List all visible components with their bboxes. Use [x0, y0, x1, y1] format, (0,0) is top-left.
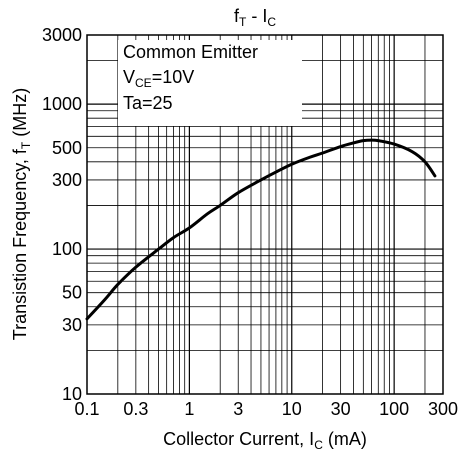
x-axis-title: Collector Current, IC (mA): [163, 429, 367, 452]
y-tick-label: 10: [62, 384, 82, 404]
y-tick-labels: 10 30 50 100 300 500 1000 3000: [42, 25, 82, 404]
x-tick-label: 1: [184, 399, 194, 419]
annotation-line-2-rest: =10V: [152, 67, 195, 87]
annotation-line-2-main: V: [123, 67, 135, 87]
annotation-line-2: VCE=10V: [123, 67, 194, 90]
x-tick-label: 100: [379, 399, 409, 419]
annotation-line-1: Common Emitter: [123, 42, 258, 62]
y-axis-title-unit: (MHz): [10, 88, 30, 142]
x-tick-label: 0.3: [123, 399, 148, 419]
annotation-box: Common Emitter VCE=10V Ta=25: [118, 40, 302, 126]
annotation-background: [118, 40, 302, 126]
x-tick-label: 30: [331, 399, 351, 419]
y-tick-label: 100: [52, 239, 82, 259]
y-axis-title-sub: T: [19, 141, 33, 149]
y-tick-label: 1000: [42, 94, 82, 114]
chart-title-main: f: [234, 6, 240, 26]
x-tick-label: 3: [233, 399, 243, 419]
chart-title-sub: T: [239, 15, 247, 29]
chart-title-sub2: C: [267, 15, 276, 29]
x-tick-labels: 0.1 0.3 1 3 10 30 100 300: [74, 399, 458, 419]
y-axis-title: Transistion Frequency, fT (MHz): [10, 88, 33, 340]
annotation-line-2-sub: CE: [135, 76, 152, 90]
x-axis-title-sub: C: [314, 438, 323, 452]
series-layer: [85, 138, 437, 321]
y-tick-label: 300: [52, 170, 82, 190]
y-tick-label: 30: [62, 315, 82, 335]
y-tick-label: 500: [52, 138, 82, 158]
chart-title: fT - IC: [234, 6, 276, 29]
x-axis-title-main: Collector Current, I: [163, 429, 314, 449]
y-tick-label: 3000: [42, 25, 82, 45]
series-line: [85, 138, 437, 321]
plot-frame: [86, 34, 444, 395]
chart-title-mid: - I: [246, 6, 267, 26]
x-tick-label: 300: [428, 399, 458, 419]
x-tick-label: 0.1: [74, 399, 99, 419]
annotation-line-3: Ta=25: [123, 93, 173, 113]
x-axis-title-unit: (mA): [323, 429, 367, 449]
y-axis-title-main: Transistion Frequency, f: [10, 148, 30, 340]
y-tick-label: 50: [62, 283, 82, 303]
x-tick-label: 10: [282, 399, 302, 419]
